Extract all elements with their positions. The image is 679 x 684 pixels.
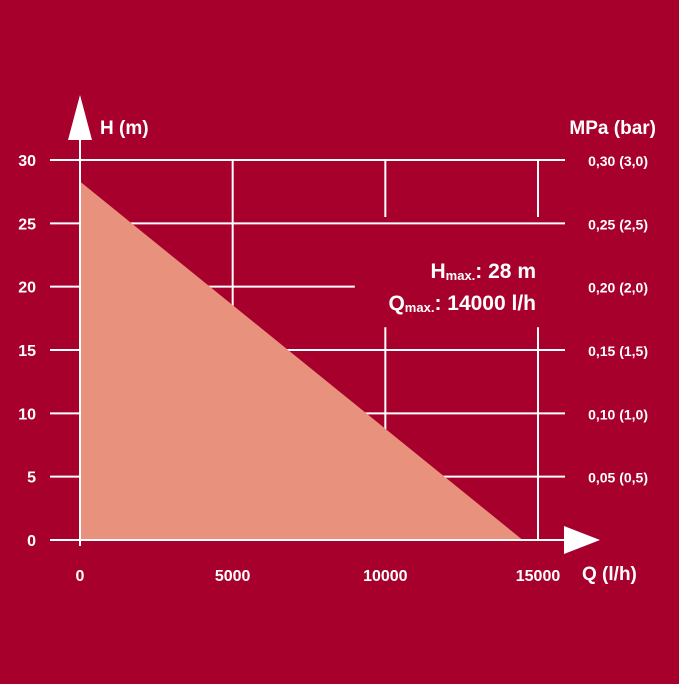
q-max-prefix: Q [388, 292, 404, 315]
q-max-subscript: max. [405, 300, 435, 315]
y-tick-label: 30 [18, 153, 36, 170]
right-tick-label: 0,25 (2,5) [588, 216, 648, 232]
right-tick-label: 0,20 (2,0) [588, 280, 648, 296]
q-max-annotation: Qmax.: 14000 l/h [388, 292, 536, 315]
h-max-prefix: H [430, 260, 445, 283]
x-axis-arrow [564, 526, 600, 554]
label-layer: H (m) MPa (bar) Q (l/h) Hmax.: 28 m Qmax… [18, 118, 656, 585]
y-tick-label: 20 [18, 280, 36, 297]
x-tick-label: 10000 [363, 568, 408, 585]
y-tick-label: 10 [18, 406, 36, 423]
h-max-value: : 28 m [475, 260, 536, 283]
performance-area [80, 181, 523, 541]
y-tick-label: 25 [18, 216, 36, 233]
q-max-value: : 14000 l/h [434, 292, 536, 315]
x-tick-label: 5000 [215, 568, 251, 585]
x-axis-label: Q (l/h) [582, 564, 637, 585]
h-max-subscript: max. [446, 268, 476, 283]
h-max-annotation: Hmax.: 28 m [430, 260, 536, 283]
axis-layer [50, 95, 600, 554]
y-axis-label: H (m) [100, 118, 149, 139]
y-axis-arrow [68, 95, 92, 140]
right-tick-label: 0,05 (0,5) [588, 470, 648, 486]
area-layer [80, 181, 523, 541]
right-tick-label: 0,15 (1,5) [588, 343, 648, 359]
y-tick-label: 0 [27, 533, 36, 550]
y-tick-label: 5 [27, 470, 36, 487]
right-axis-label: MPa (bar) [569, 118, 656, 139]
y-tick-label: 15 [18, 343, 36, 360]
right-tick-label: 0,10 (1,0) [588, 406, 648, 422]
x-tick-label: 15000 [516, 568, 561, 585]
x-tick-label: 0 [76, 568, 85, 585]
right-tick-label: 0,30 (3,0) [588, 153, 648, 169]
